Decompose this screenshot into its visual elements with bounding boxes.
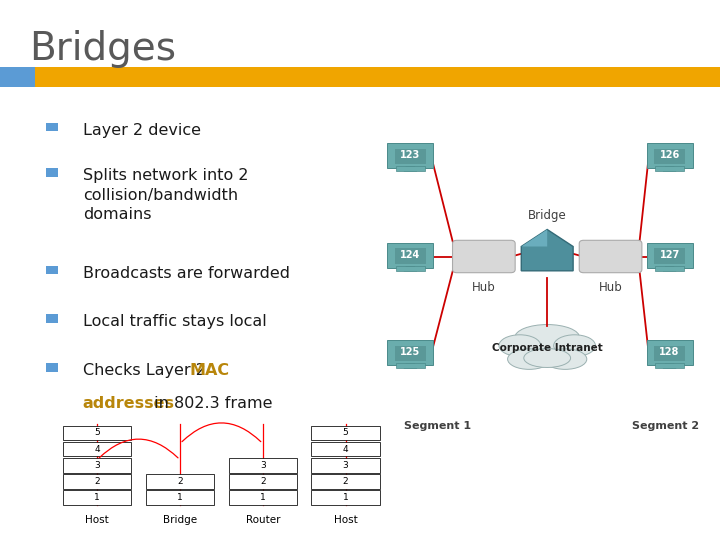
FancyBboxPatch shape [396, 363, 425, 368]
FancyBboxPatch shape [63, 458, 132, 472]
Text: 127: 127 [660, 250, 680, 260]
Text: Host: Host [334, 515, 357, 525]
Text: Bridge: Bridge [163, 515, 197, 525]
FancyBboxPatch shape [35, 67, 720, 87]
Text: 128: 128 [660, 347, 680, 357]
Text: 5: 5 [343, 428, 348, 437]
Ellipse shape [508, 349, 551, 369]
Ellipse shape [544, 349, 587, 369]
Text: Bridges: Bridges [29, 30, 176, 68]
FancyBboxPatch shape [0, 67, 35, 87]
Polygon shape [404, 364, 417, 368]
FancyBboxPatch shape [312, 442, 380, 456]
Text: Segment 1: Segment 1 [404, 421, 472, 431]
FancyBboxPatch shape [63, 442, 132, 456]
Ellipse shape [554, 335, 595, 356]
FancyBboxPatch shape [647, 143, 693, 168]
FancyBboxPatch shape [453, 240, 516, 273]
Text: 5: 5 [94, 428, 100, 437]
Text: 2: 2 [343, 477, 348, 486]
FancyBboxPatch shape [654, 346, 685, 361]
Text: 3: 3 [94, 461, 100, 470]
FancyBboxPatch shape [312, 426, 380, 440]
FancyBboxPatch shape [654, 148, 685, 164]
FancyBboxPatch shape [387, 143, 433, 168]
Ellipse shape [499, 335, 541, 356]
Text: 126: 126 [660, 150, 680, 160]
Text: 4: 4 [94, 444, 100, 454]
Text: Splits network into 2
collision/bandwidth
domains: Splits network into 2 collision/bandwidt… [83, 168, 248, 222]
Text: 2: 2 [177, 477, 183, 486]
Text: Layer 2 device: Layer 2 device [83, 123, 201, 138]
FancyBboxPatch shape [395, 248, 426, 264]
Text: Router: Router [246, 515, 280, 525]
Text: Hub: Hub [472, 281, 495, 294]
Text: 124: 124 [400, 250, 420, 260]
Text: 2: 2 [260, 477, 266, 486]
FancyBboxPatch shape [579, 240, 642, 273]
Polygon shape [663, 167, 676, 171]
Text: 1: 1 [343, 493, 348, 502]
Text: 3: 3 [343, 461, 348, 470]
Text: 123: 123 [400, 150, 420, 160]
FancyBboxPatch shape [312, 474, 380, 489]
FancyBboxPatch shape [654, 248, 685, 264]
FancyBboxPatch shape [655, 363, 684, 368]
FancyBboxPatch shape [229, 458, 297, 472]
Polygon shape [663, 364, 676, 368]
FancyBboxPatch shape [145, 474, 215, 489]
FancyBboxPatch shape [46, 314, 58, 323]
Text: Host: Host [86, 515, 109, 525]
Text: 2: 2 [94, 477, 100, 486]
Text: Segment 2: Segment 2 [632, 421, 700, 431]
Ellipse shape [524, 349, 571, 367]
FancyBboxPatch shape [46, 363, 58, 372]
FancyBboxPatch shape [229, 474, 297, 489]
Text: Checks Layer 2: Checks Layer 2 [83, 363, 211, 378]
Text: 1: 1 [94, 493, 100, 502]
Text: Local traffic stays local: Local traffic stays local [83, 314, 266, 329]
Text: 1: 1 [260, 493, 266, 502]
Polygon shape [521, 230, 573, 271]
FancyBboxPatch shape [229, 490, 297, 505]
Text: Broadcasts are forwarded: Broadcasts are forwarded [83, 266, 289, 281]
Text: 3: 3 [260, 461, 266, 470]
Text: in 802.3 frame: in 802.3 frame [149, 396, 273, 411]
FancyBboxPatch shape [46, 168, 58, 177]
Ellipse shape [515, 325, 580, 350]
FancyBboxPatch shape [63, 474, 132, 489]
FancyBboxPatch shape [63, 490, 132, 505]
FancyBboxPatch shape [63, 426, 132, 440]
FancyBboxPatch shape [655, 266, 684, 271]
FancyBboxPatch shape [647, 340, 693, 366]
Text: addresses: addresses [83, 396, 175, 411]
FancyBboxPatch shape [46, 123, 58, 131]
FancyBboxPatch shape [395, 346, 426, 361]
FancyBboxPatch shape [396, 166, 425, 171]
FancyBboxPatch shape [145, 490, 215, 505]
FancyBboxPatch shape [312, 458, 380, 472]
Polygon shape [663, 267, 676, 271]
Text: 4: 4 [343, 444, 348, 454]
Polygon shape [404, 167, 417, 171]
FancyBboxPatch shape [655, 166, 684, 171]
Polygon shape [404, 267, 417, 271]
FancyBboxPatch shape [46, 266, 58, 274]
Text: Bridge: Bridge [528, 209, 567, 222]
FancyBboxPatch shape [647, 243, 693, 268]
FancyBboxPatch shape [396, 266, 425, 271]
Polygon shape [521, 230, 547, 246]
Text: Corporate Intranet: Corporate Intranet [492, 343, 603, 353]
FancyBboxPatch shape [395, 148, 426, 164]
Text: 1: 1 [177, 493, 183, 502]
Text: Hub: Hub [599, 281, 622, 294]
Text: MAC: MAC [189, 363, 230, 378]
Text: 125: 125 [400, 347, 420, 357]
FancyBboxPatch shape [387, 243, 433, 268]
FancyBboxPatch shape [387, 340, 433, 366]
FancyBboxPatch shape [312, 490, 380, 505]
